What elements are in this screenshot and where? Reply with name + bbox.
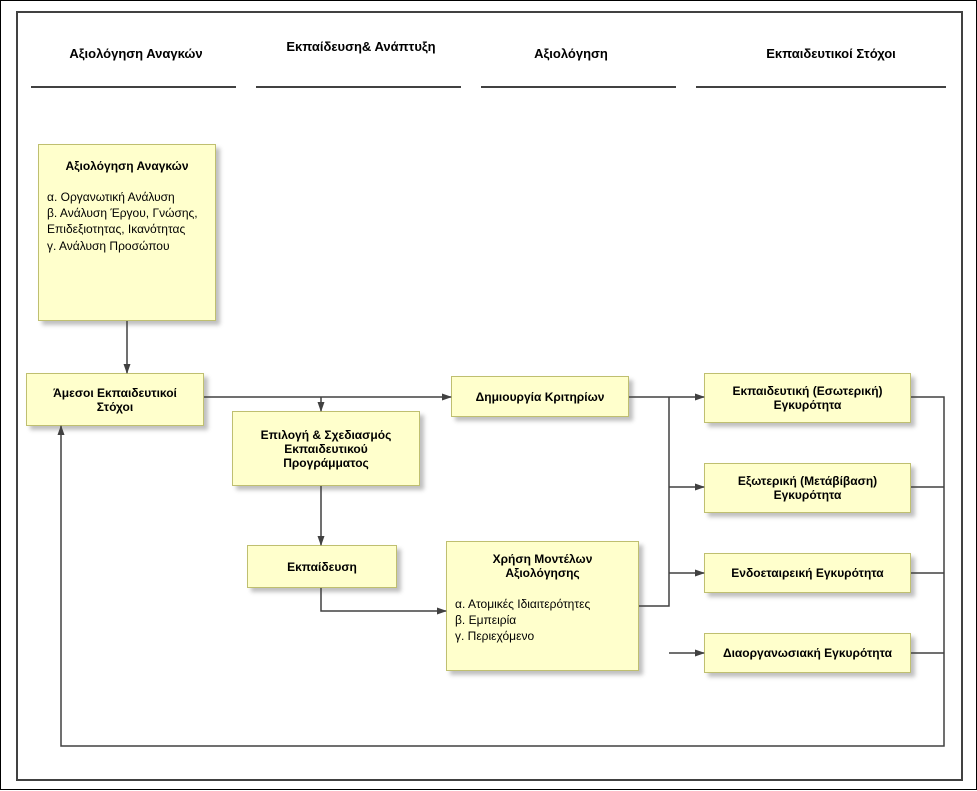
node-intra-validity: Ενδοεταιρεική Εγκυρότητα (704, 553, 911, 593)
column-header-col4: Εκπαιδευτικοί Στόχοι (721, 46, 941, 61)
header-underline-1 (31, 86, 236, 88)
node-title: Άμεσοι Εκπαιδευτικοί Στόχοι (35, 386, 195, 414)
node-title: Επιλογή & Σχεδιασμός Εκπαιδευτικού Προγρ… (241, 428, 411, 470)
node-edu-validity: Εκπαιδευτική (Εσωτερική) Εγκυρότητα (704, 373, 911, 423)
node-body: α. Ατομικές Ιδιαιτερότητες β. Εμπειρία γ… (455, 596, 630, 645)
node-needs-assessment: Αξιολόγηση Αναγκών α. Οργανωτική Ανάλυση… (38, 144, 216, 321)
node-body: α. Οργανωτική Ανάλυση β. Ανάλυση Έργου, … (47, 189, 207, 254)
node-training: Εκπαίδευση (247, 545, 397, 588)
column-header-col3: Αξιολόγηση (486, 46, 656, 61)
header-underline-3 (481, 86, 676, 88)
node-ext-validity: Εξωτερική (Μετάβίβαση) Εγκυρότητα (704, 463, 911, 513)
node-title: Εκπαιδευτική (Εσωτερική) Εγκυρότητα (713, 384, 902, 412)
node-title: Διαοργανωσιακή Εγκυρότητα (713, 646, 902, 660)
node-selection: Επιλογή & Σχεδιασμός Εκπαιδευτικού Προγρ… (232, 411, 420, 486)
node-criteria: Δημιουργία Κριτηρίων (451, 376, 629, 417)
column-header-col2: Εκπαίδευση& Ανάπτυξη (276, 39, 446, 54)
node-objectives: Άμεσοι Εκπαιδευτικοί Στόχοι (26, 373, 204, 426)
node-title: Χρήση Μοντέλων Αξιολόγησης (455, 552, 630, 580)
node-title: Δημιουργία Κριτηρίων (460, 390, 620, 404)
node-models: Χρήση Μοντέλων Αξιολόγησης α. Ατομικές Ι… (446, 541, 639, 671)
diagram-canvas: Αξιολόγηση Αναγκών Εκπαίδευση& Ανάπτυξη … (0, 0, 977, 790)
node-title: Ενδοεταιρεική Εγκυρότητα (713, 566, 902, 580)
header-underline-2 (256, 86, 461, 88)
node-inter-validity: Διαοργανωσιακή Εγκυρότητα (704, 633, 911, 673)
column-header-col1: Αξιολόγηση Αναγκών (41, 46, 231, 61)
node-title: Εξωτερική (Μετάβίβαση) Εγκυρότητα (713, 474, 902, 502)
header-underline-4 (696, 86, 946, 88)
node-title: Εκπαίδευση (256, 560, 388, 574)
node-title: Αξιολόγηση Αναγκών (47, 159, 207, 173)
